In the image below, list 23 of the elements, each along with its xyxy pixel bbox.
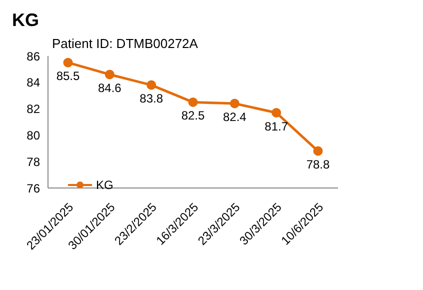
y-tick-label: 82 (26, 102, 40, 116)
data-label: 83.8 (140, 92, 164, 106)
chart-title: KG (12, 10, 39, 31)
data-label: 84.6 (98, 81, 122, 95)
y-tick-label: 78 (26, 154, 40, 169)
point (104, 70, 114, 80)
data-label: 82.4 (222, 110, 247, 124)
data-label: 78.8 (306, 158, 330, 172)
point (188, 97, 198, 107)
y-tick-label: 80 (26, 128, 40, 142)
data-label: 85.5 (56, 69, 80, 84)
point (272, 108, 282, 118)
point (313, 146, 323, 156)
y-tick-label: 86 (26, 49, 40, 64)
point (146, 80, 156, 90)
text: Patient ID: DTMB00272A (52, 36, 198, 51)
data-label: 81.7 (264, 119, 288, 134)
y-tick-label: 76 (26, 181, 40, 196)
point (230, 98, 240, 108)
point (63, 58, 73, 68)
data-label: 82.5 (181, 108, 205, 123)
legend-label: KG (95, 178, 114, 192)
y-tick-label: 84 (26, 76, 40, 90)
